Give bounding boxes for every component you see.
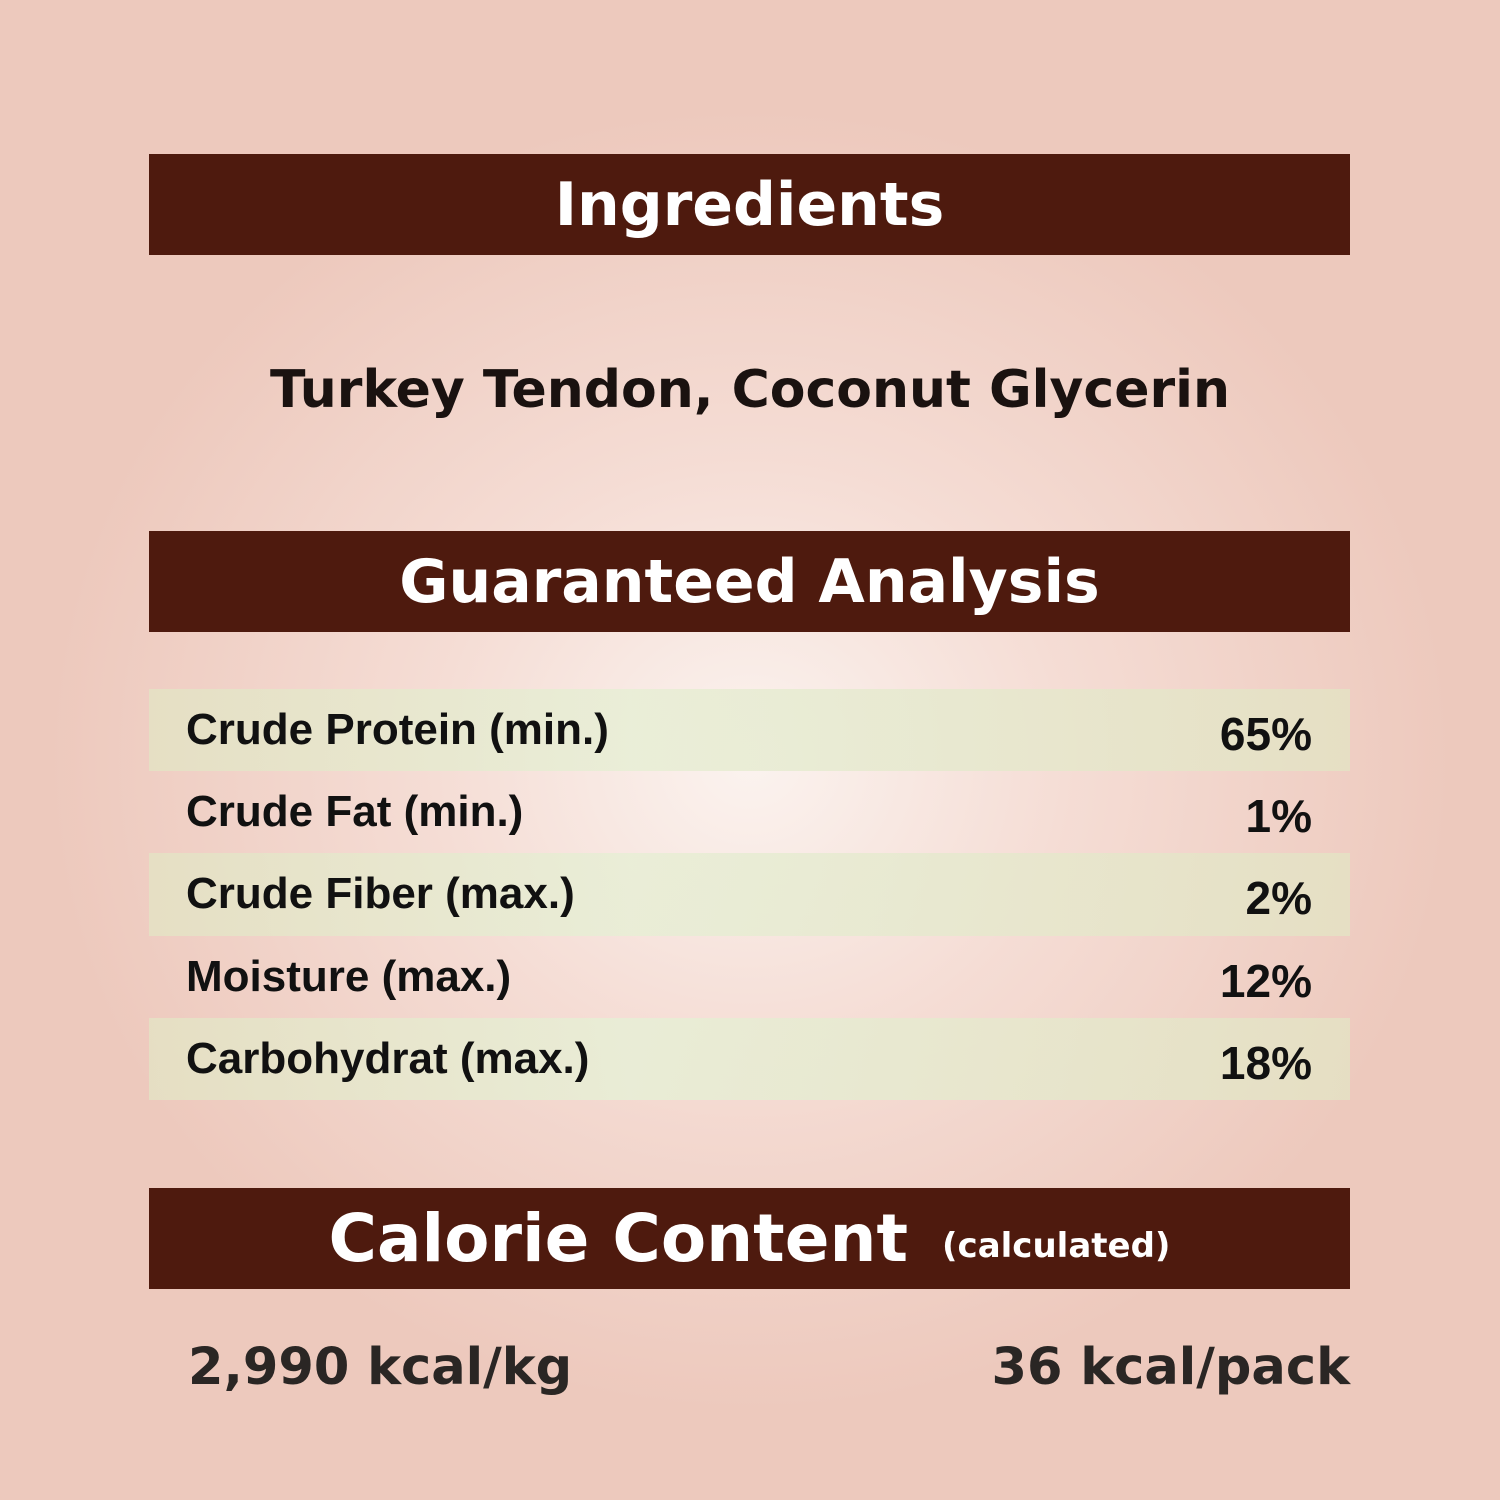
table-row: Carbohydrat (max.) 18% xyxy=(149,1017,1350,1100)
table-row: Crude Fat (min.) 1% xyxy=(149,771,1350,853)
ingredients-heading: Ingredients xyxy=(554,169,945,240)
calorie-heading: Calorie Content xyxy=(328,1200,909,1277)
calorie-subheading: (calculated) xyxy=(942,1225,1171,1266)
table-row: Crude Fiber (max.) 2% xyxy=(149,853,1350,936)
analysis-banner: Guaranteed Analysis xyxy=(149,531,1350,632)
calorie-banner: Calorie Content (calculated) xyxy=(149,1188,1350,1289)
analysis-heading: Guaranteed Analysis xyxy=(399,546,1100,617)
calories-per-pack: 36 kcal/pack xyxy=(991,1338,1350,1397)
row-label: Moisture (max.) xyxy=(186,951,512,1001)
ingredients-banner: Ingredients xyxy=(149,154,1350,255)
row-value: 12% xyxy=(1219,954,1312,1007)
ingredients-text: Turkey Tendon, Coconut Glycerin xyxy=(270,360,1230,420)
row-label: Crude Protein (min.) xyxy=(186,705,609,755)
row-value: 18% xyxy=(1219,1036,1312,1089)
row-value: 1% xyxy=(1245,790,1312,843)
row-value: 65% xyxy=(1219,708,1312,761)
calories-per-kg: 2,990 kcal/kg xyxy=(188,1338,573,1397)
table-row: Moisture (max.) 12% xyxy=(149,936,1350,1018)
table-row: Crude Protein (min.) 65% xyxy=(149,689,1350,772)
row-value: 2% xyxy=(1245,872,1312,925)
row-label: Crude Fat (min.) xyxy=(186,787,524,837)
analysis-table: Crude Protein (min.) 65% Crude Fat (min.)… xyxy=(149,689,1350,1100)
row-label: Crude Fiber (max.) xyxy=(186,869,575,919)
row-label: Carbohydrat (max.) xyxy=(186,1033,590,1083)
